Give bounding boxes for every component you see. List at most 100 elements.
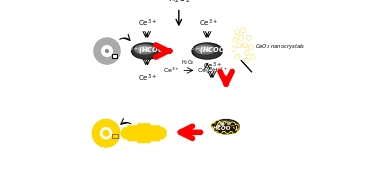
Circle shape (251, 55, 254, 58)
Circle shape (130, 126, 132, 129)
Circle shape (135, 128, 138, 131)
Circle shape (145, 134, 148, 137)
Text: Ce$^{3+}$: Ce$^{3+}$ (138, 18, 157, 29)
Circle shape (139, 138, 142, 141)
Ellipse shape (194, 44, 221, 58)
Ellipse shape (138, 47, 150, 52)
Ellipse shape (92, 120, 104, 135)
Circle shape (225, 128, 230, 133)
Circle shape (145, 136, 148, 139)
Bar (112, 54, 117, 58)
Circle shape (157, 134, 160, 137)
Circle shape (218, 128, 223, 133)
Circle shape (222, 127, 225, 130)
Circle shape (244, 50, 249, 56)
Circle shape (125, 136, 128, 139)
Circle shape (138, 132, 140, 135)
Circle shape (157, 130, 160, 133)
Ellipse shape (100, 139, 118, 146)
Circle shape (149, 138, 152, 141)
Circle shape (138, 134, 140, 137)
Circle shape (134, 134, 137, 137)
Ellipse shape (109, 39, 120, 53)
Circle shape (151, 126, 154, 129)
Circle shape (232, 128, 237, 133)
Circle shape (130, 128, 132, 131)
Circle shape (147, 136, 150, 139)
Circle shape (236, 31, 239, 34)
Circle shape (154, 138, 156, 141)
Circle shape (215, 127, 218, 130)
Ellipse shape (94, 50, 105, 64)
Circle shape (130, 132, 132, 135)
Circle shape (155, 128, 158, 131)
Circle shape (236, 55, 239, 58)
Ellipse shape (108, 120, 120, 135)
Circle shape (138, 136, 140, 139)
Circle shape (215, 121, 220, 126)
Circle shape (151, 130, 154, 133)
Circle shape (241, 29, 245, 32)
Circle shape (224, 123, 227, 126)
Circle shape (149, 134, 152, 137)
Circle shape (147, 132, 150, 135)
Text: Ce$^{3+}$: Ce$^{3+}$ (163, 66, 180, 75)
Circle shape (155, 132, 158, 135)
Ellipse shape (99, 58, 115, 63)
Circle shape (141, 136, 144, 139)
Circle shape (141, 124, 144, 127)
Circle shape (145, 130, 148, 133)
Ellipse shape (103, 130, 109, 136)
Circle shape (132, 130, 134, 133)
Circle shape (134, 136, 137, 139)
Circle shape (135, 132, 138, 135)
Circle shape (147, 134, 150, 137)
Ellipse shape (133, 44, 160, 58)
Circle shape (125, 128, 128, 131)
Ellipse shape (97, 140, 115, 146)
Circle shape (161, 128, 164, 131)
Circle shape (138, 140, 140, 143)
Circle shape (128, 130, 130, 133)
Text: H$_2$O$_2$: H$_2$O$_2$ (168, 0, 190, 5)
Circle shape (223, 122, 228, 127)
Ellipse shape (219, 123, 229, 127)
Circle shape (145, 138, 148, 141)
Circle shape (147, 124, 150, 127)
Circle shape (141, 128, 144, 131)
Circle shape (234, 125, 239, 129)
Ellipse shape (94, 39, 105, 53)
Circle shape (128, 126, 130, 129)
Circle shape (141, 134, 144, 137)
Circle shape (238, 35, 244, 40)
Circle shape (132, 126, 134, 129)
Circle shape (246, 35, 251, 40)
Circle shape (231, 46, 236, 52)
Circle shape (221, 126, 226, 131)
Circle shape (241, 28, 246, 33)
Circle shape (220, 125, 223, 128)
Circle shape (151, 134, 154, 137)
Circle shape (122, 134, 124, 137)
Ellipse shape (104, 136, 119, 147)
Circle shape (141, 132, 144, 135)
Circle shape (230, 127, 233, 130)
Circle shape (249, 46, 252, 49)
Text: Ce$^{3+}$(HCOO$^-$): Ce$^{3+}$(HCOO$^-$) (120, 45, 173, 57)
Circle shape (159, 128, 162, 131)
Circle shape (125, 134, 128, 137)
Circle shape (144, 132, 146, 135)
Circle shape (130, 130, 132, 133)
Circle shape (139, 132, 142, 135)
Circle shape (155, 138, 158, 141)
Circle shape (219, 124, 224, 129)
Circle shape (130, 136, 132, 139)
Circle shape (233, 129, 236, 132)
Circle shape (244, 44, 246, 47)
Circle shape (149, 130, 152, 133)
Circle shape (124, 134, 127, 137)
Text: H$_2$O$_2$: H$_2$O$_2$ (182, 58, 195, 67)
Circle shape (157, 132, 160, 135)
Circle shape (151, 136, 154, 139)
Circle shape (147, 140, 150, 143)
